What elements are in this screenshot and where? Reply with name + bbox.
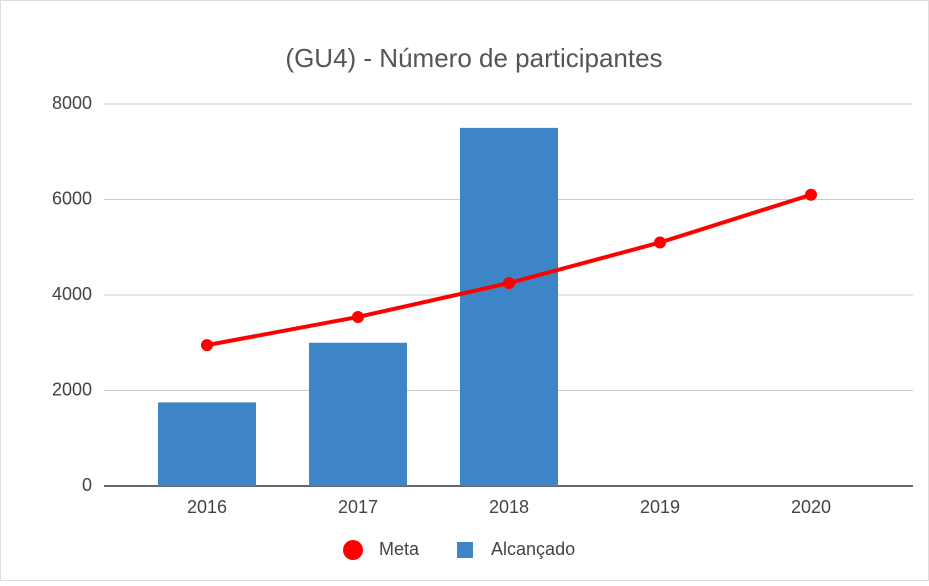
x-tick-label: 2016	[187, 497, 227, 517]
y-tick-label: 2000	[52, 379, 92, 399]
y-tick-label: 4000	[52, 284, 92, 304]
x-tick-label: 2018	[489, 497, 529, 517]
point	[805, 188, 817, 201]
legend-swatch	[457, 542, 474, 558]
bar	[460, 127, 558, 486]
point	[201, 339, 213, 352]
x-tick-label: 2020	[791, 497, 831, 517]
point	[503, 277, 515, 290]
bar	[158, 402, 256, 486]
y-tick-label: 6000	[52, 188, 92, 208]
x-tick-label: 2017	[338, 497, 378, 517]
x-tick-label: 2019	[640, 497, 680, 517]
point	[352, 310, 364, 323]
y-tick-label: 0	[82, 475, 92, 495]
point	[654, 236, 666, 249]
bar	[309, 342, 407, 486]
y-tick-label: 8000	[52, 93, 92, 113]
legend-label: Meta	[379, 539, 420, 559]
legend-swatch	[343, 540, 363, 560]
legend-label: Alcançado	[491, 539, 575, 559]
chart-title: (GU4) - Número de participantes	[285, 43, 662, 73]
